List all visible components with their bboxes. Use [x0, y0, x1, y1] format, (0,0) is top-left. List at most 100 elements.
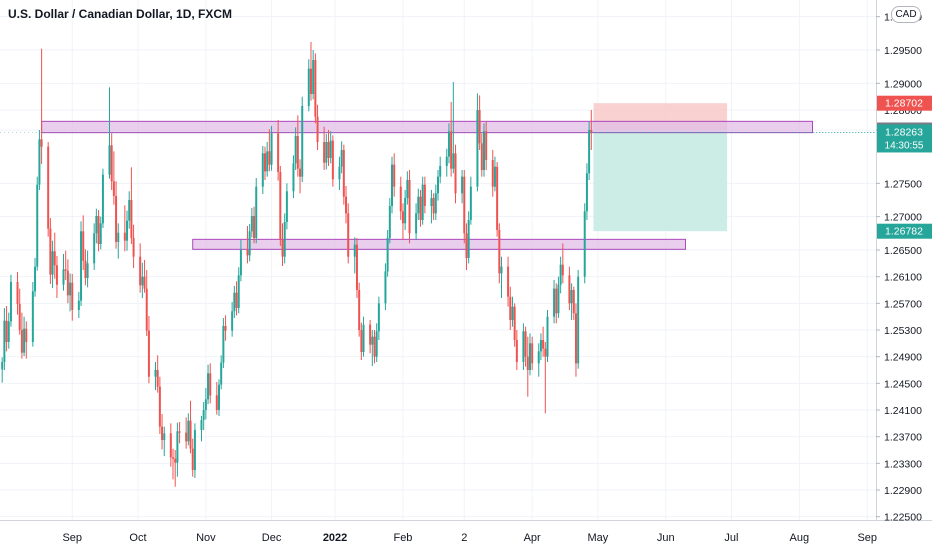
candle-body — [220, 362, 223, 385]
candle-body — [141, 276, 144, 286]
candle-body — [139, 256, 142, 286]
candle-body — [84, 260, 87, 278]
candles — [0, 42, 876, 487]
candle-body — [485, 131, 488, 160]
y-tick-label: 1.22500 — [884, 512, 922, 524]
candle-body — [434, 193, 437, 214]
x-tick-label: Dec — [262, 532, 282, 544]
currency-button[interactable]: CAD — [891, 6, 921, 23]
candle-body — [461, 176, 464, 194]
candle-body — [132, 238, 135, 257]
candle-body — [561, 264, 564, 276]
y-tick-label: 1.24900 — [884, 352, 922, 364]
candle-body — [478, 110, 481, 144]
candle-body — [40, 139, 43, 147]
candle-body — [80, 231, 83, 301]
candle-body — [268, 151, 271, 165]
x-tick-label: Jun — [657, 532, 675, 544]
candle-body — [270, 133, 273, 165]
candle-body — [583, 211, 586, 277]
candle-body — [544, 348, 547, 357]
candle-body — [539, 340, 542, 352]
y-tick-label: 1.23300 — [884, 458, 922, 470]
x-tick-label: May — [587, 532, 608, 544]
candle-body — [62, 269, 65, 285]
drawings[interactable] — [41, 103, 813, 250]
candle-body — [31, 291, 34, 342]
candle-body — [399, 186, 402, 212]
candle-body — [174, 458, 177, 463]
candle-body — [128, 200, 131, 221]
candle-body — [342, 150, 345, 197]
candle-body — [1, 362, 4, 370]
price-label-box — [877, 124, 932, 153]
candle-body — [327, 142, 330, 158]
take-profit-zone[interactable] — [593, 130, 728, 232]
candle-body — [526, 356, 529, 370]
candle-body — [47, 146, 50, 229]
candle-body — [467, 220, 470, 258]
candle-body — [248, 231, 251, 256]
candle-body — [250, 216, 253, 232]
sr-zone-2[interactable] — [192, 238, 686, 250]
candle-body — [202, 410, 205, 420]
candle-body — [375, 331, 378, 357]
candle-body — [338, 166, 341, 180]
candle-body — [115, 196, 118, 242]
candle-body — [16, 282, 19, 304]
candle-body — [176, 431, 179, 463]
candle-body — [296, 136, 299, 169]
candle-body — [454, 153, 457, 194]
candle-body — [312, 60, 315, 94]
candle-body — [101, 174, 104, 224]
candle-body — [572, 290, 575, 314]
candle-body — [388, 206, 391, 238]
x-tick-label: Apr — [524, 532, 541, 544]
candle-body — [360, 330, 363, 352]
candle-body — [279, 172, 282, 240]
candle-body — [362, 324, 365, 352]
y-tick-label: 1.24500 — [884, 378, 922, 390]
candle-body — [401, 211, 404, 224]
candle-body — [570, 290, 573, 304]
y-tick-label: 1.24100 — [884, 405, 922, 417]
candle-body — [53, 251, 56, 266]
candle-body — [189, 420, 192, 449]
candle-body — [215, 395, 218, 410]
candle-body — [386, 238, 389, 272]
candle-body — [329, 140, 332, 158]
candle-body — [568, 275, 571, 304]
y-tick-label: 1.26100 — [884, 272, 922, 284]
y-tick-label: 1.29500 — [884, 45, 922, 57]
candle-body — [482, 131, 485, 170]
candle-body — [143, 276, 146, 289]
candle-body — [469, 186, 472, 220]
candle-body — [557, 284, 560, 314]
candle-body — [145, 288, 148, 331]
candle-body — [231, 311, 234, 331]
candle-body — [66, 270, 69, 296]
candle-body — [93, 233, 96, 264]
candle-body — [511, 306, 514, 320]
candle-body — [161, 426, 164, 440]
candle-body — [51, 251, 54, 275]
sr-zone-1[interactable] — [41, 120, 813, 134]
candle-body — [34, 266, 37, 292]
candle-body — [309, 68, 312, 94]
candle-body — [353, 244, 356, 257]
candle-body — [430, 198, 433, 206]
candle-body — [500, 266, 503, 274]
candle-body — [408, 180, 411, 234]
y-tick-label: 1.23700 — [884, 432, 922, 444]
candle-body — [99, 223, 102, 244]
y-tick-label: 1.25700 — [884, 298, 922, 310]
candle-body — [130, 200, 133, 238]
candle-body — [299, 168, 302, 177]
candle-body — [331, 140, 334, 180]
candle-body — [294, 136, 297, 164]
y-tick-label: 1.22900 — [884, 485, 922, 497]
